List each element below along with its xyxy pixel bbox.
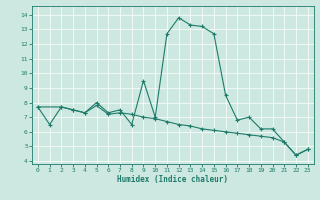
X-axis label: Humidex (Indice chaleur): Humidex (Indice chaleur) bbox=[117, 175, 228, 184]
